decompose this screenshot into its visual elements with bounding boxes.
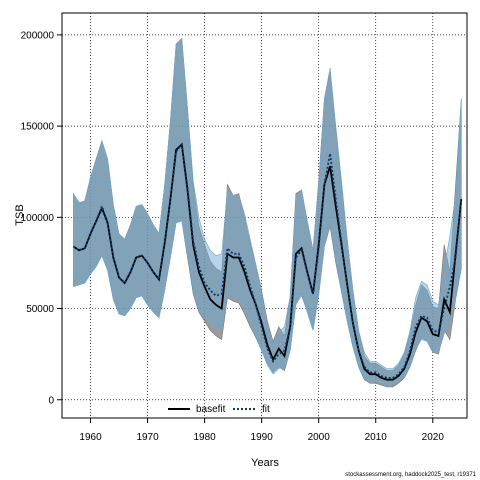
legend: basefit fit [168,404,270,415]
x-tick-label-3: 1990 [251,432,274,443]
source-note: stockassessment.org, haddock2025_test, r… [345,472,476,478]
legend-fit-label: fit [262,404,270,415]
y-tick-label-2: 100000 [21,213,55,224]
series-lines [72,142,463,381]
y-tick-label-0: 0 [48,395,54,406]
x-tick-label-4: 2000 [308,432,331,443]
confidence-bands [73,37,462,388]
x-tick-label-5: 2010 [365,432,388,443]
y-axis-ticks: 0 50000 100000 150000 200000 [21,30,62,406]
y-tick-label-4: 200000 [21,30,55,41]
x-tick-label-1: 1970 [136,432,159,443]
x-axis-ticks: 1960 1970 1980 1990 2000 2010 2020 [79,418,444,443]
x-tick-label-6: 2020 [422,432,445,443]
y-axis-title: TSB [14,204,26,225]
legend-basefit-label: basefit [196,404,226,415]
y-tick-label-3: 150000 [21,122,55,133]
line-fit [72,142,463,379]
plot-frame [61,12,468,419]
band-fit [73,37,462,386]
x-tick-label-2: 1980 [193,432,216,443]
x-tick-label-0: 1960 [79,432,102,443]
x-axis-title: Years [251,457,279,469]
y-tick-label-1: 50000 [26,304,54,315]
